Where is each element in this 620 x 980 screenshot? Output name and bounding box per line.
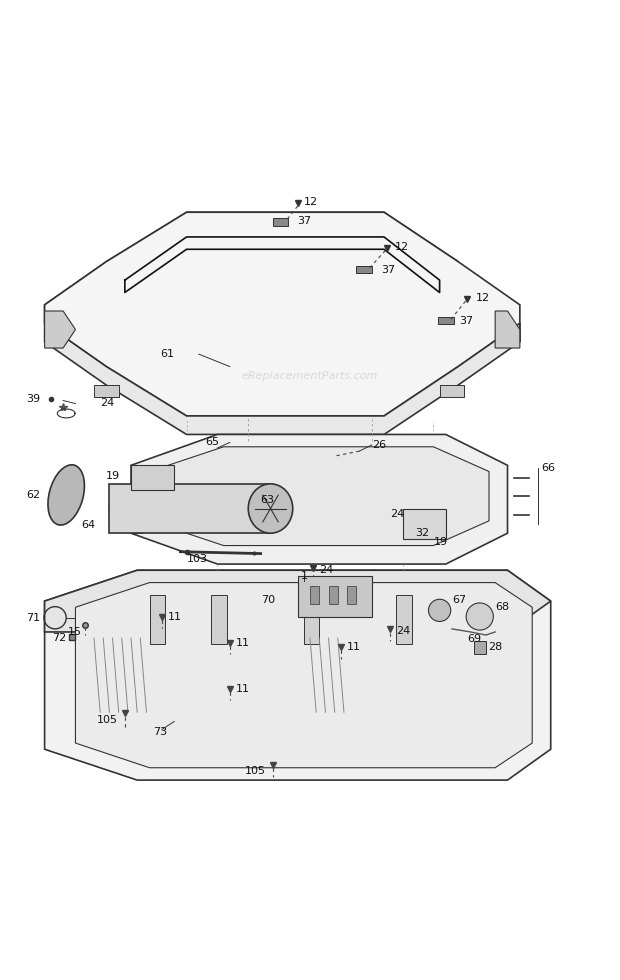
Polygon shape (106, 213, 458, 280)
Bar (304, 595, 319, 644)
Text: 11: 11 (236, 684, 250, 694)
Text: 28: 28 (488, 643, 502, 653)
Bar (329, 586, 338, 605)
Text: 37: 37 (459, 316, 474, 326)
Ellipse shape (48, 465, 84, 525)
Circle shape (428, 599, 451, 621)
Bar (273, 219, 288, 225)
Text: 66: 66 (541, 464, 556, 473)
Bar (356, 266, 372, 273)
Polygon shape (440, 385, 464, 398)
Polygon shape (45, 570, 551, 632)
Text: 19: 19 (433, 537, 448, 548)
Text: 12: 12 (304, 197, 318, 207)
Polygon shape (45, 311, 76, 348)
Text: 63: 63 (260, 496, 275, 506)
Polygon shape (76, 582, 532, 767)
Polygon shape (458, 280, 520, 342)
Polygon shape (495, 311, 520, 348)
Bar (402, 509, 446, 539)
Text: 11: 11 (236, 638, 250, 648)
Text: 64: 64 (82, 520, 95, 530)
Text: 69: 69 (467, 634, 482, 645)
Polygon shape (109, 484, 270, 533)
Polygon shape (45, 570, 551, 780)
Text: 11: 11 (347, 643, 361, 653)
Polygon shape (45, 262, 106, 323)
Text: 32: 32 (415, 528, 429, 538)
Ellipse shape (109, 484, 165, 533)
Polygon shape (149, 447, 489, 546)
Bar (298, 576, 372, 616)
Text: 103: 103 (187, 554, 208, 564)
Ellipse shape (248, 484, 293, 533)
Polygon shape (45, 323, 520, 434)
Text: 1: 1 (301, 570, 308, 581)
Text: 11: 11 (168, 612, 182, 621)
Polygon shape (131, 466, 174, 490)
Text: 24: 24 (396, 626, 410, 636)
Text: eReplacementParts.com: eReplacementParts.com (242, 370, 378, 381)
Text: 73: 73 (153, 727, 167, 737)
Bar (211, 595, 227, 644)
Text: 62: 62 (26, 490, 40, 500)
Text: 24: 24 (319, 565, 334, 575)
Text: 70: 70 (260, 595, 275, 605)
Text: 26: 26 (372, 440, 386, 450)
Bar (396, 595, 412, 644)
Bar (149, 595, 165, 644)
Text: 12: 12 (476, 293, 490, 303)
Text: 68: 68 (495, 603, 509, 612)
Text: 24: 24 (100, 398, 115, 408)
Text: 37: 37 (381, 265, 395, 274)
Text: 67: 67 (452, 596, 466, 606)
Text: 61: 61 (160, 349, 174, 360)
Text: 105: 105 (97, 715, 118, 725)
Text: 71: 71 (26, 612, 40, 622)
Bar (347, 586, 356, 605)
Polygon shape (131, 434, 508, 564)
Bar (310, 586, 319, 605)
Text: 15: 15 (68, 627, 81, 637)
Circle shape (466, 603, 494, 630)
Text: 24: 24 (390, 509, 404, 519)
Polygon shape (94, 385, 118, 398)
Text: 65: 65 (205, 437, 219, 448)
Text: 39: 39 (26, 394, 40, 404)
Text: 12: 12 (395, 242, 409, 253)
Text: 19: 19 (106, 471, 120, 481)
Text: 72: 72 (52, 633, 66, 643)
Bar (438, 317, 454, 324)
Bar (474, 641, 486, 654)
Polygon shape (45, 213, 520, 416)
Text: 37: 37 (298, 216, 312, 226)
Text: 105: 105 (245, 765, 266, 776)
